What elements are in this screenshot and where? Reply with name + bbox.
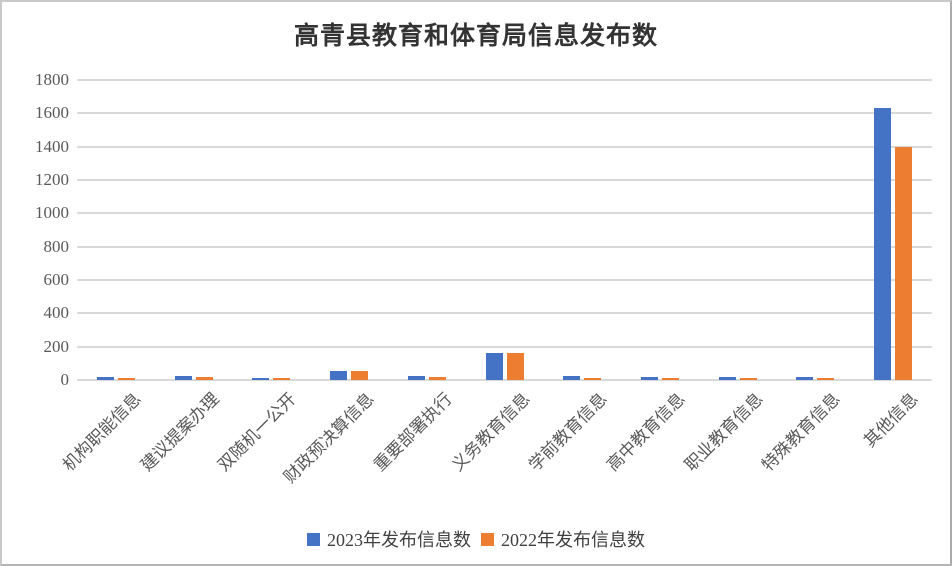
x-category-label: 机构职能信息 [59,389,145,475]
bar-series-1-重要部署执行 [428,377,446,380]
gridline [77,112,932,115]
bar-series-1-职业教育信息 [739,378,757,380]
legend-swatch-icon [307,532,320,546]
legend-swatch-icon [481,532,494,546]
gridline [77,179,932,181]
bar-series-0-职业教育信息 [718,377,736,380]
y-tick-label: 1000 [35,203,69,223]
bar-series-0-重要部署执行 [407,376,425,380]
y-tick-label: 200 [43,336,70,356]
y-tick-label: 1800 [35,70,69,89]
bar-series-1-建议提案办理 [195,377,213,380]
bar-series-0-财政预决算信息 [330,371,348,380]
legend-label: 2022年发布信息数 [501,530,645,550]
x-category-label: 重要部署执行 [369,389,456,475]
x-category-label: 高中教育信息 [603,389,689,475]
gridline [77,245,932,248]
x-category-label: 义务教育信息 [447,389,534,475]
gridline [77,145,932,148]
bar-series-1-高中教育信息 [661,378,679,380]
bar-series-0-学前教育信息 [563,376,581,380]
bar-series-1-义务教育信息 [506,353,524,380]
y-tick-label: 800 [43,236,70,256]
y-tick-label: 1200 [35,170,69,189]
y-tick-label: 0 [60,370,70,389]
y-tick-label: 1400 [35,136,69,156]
bar-series-1-双随机一公开 [273,378,291,380]
chart-legend: 2023年发布信息数 2022年发布信息数 [2,526,950,552]
gridline [77,312,932,315]
bar-series-1-其他信息 [895,147,913,380]
gridline [77,345,932,348]
bar-series-0-其他信息 [874,108,892,380]
bar-series-0-高中教育信息 [640,377,658,380]
legend-item-1: 2022年发布信息数 [481,526,645,552]
bar-series-0-机构职能信息 [96,377,114,380]
bar-series-1-学前教育信息 [584,378,602,380]
x-category-label: 特殊教育信息 [758,389,845,475]
x-category-label: 学前教育信息 [525,389,611,475]
gridline [77,379,932,381]
x-category-label: 其他信息 [860,389,922,451]
y-tick-label: 600 [43,270,70,289]
chart-title: 高青县教育和体育局信息发布数 [293,23,658,50]
bar-series-0-建议提案办理 [174,376,192,380]
legend-item-0: 2023年发布信息数 [307,526,471,552]
legend-label: 2023年发布信息数 [327,530,471,550]
bar-series-0-义务教育信息 [485,353,503,380]
gridline [77,279,932,281]
gridline [77,79,932,81]
x-category-label: 双随机一公开 [214,389,301,475]
bar-series-0-双随机一公开 [252,378,270,380]
bar-series-1-特殊教育信息 [817,378,835,380]
bar-series-0-特殊教育信息 [796,377,814,380]
gridline [77,212,932,215]
x-category-label: 建议提案办理 [136,389,223,475]
bar-series-1-机构职能信息 [117,378,135,380]
x-category-label: 职业教育信息 [680,389,767,475]
y-tick-label: 400 [43,303,70,323]
y-tick-label: 1600 [35,103,69,123]
bar-series-1-财政预决算信息 [351,371,369,380]
